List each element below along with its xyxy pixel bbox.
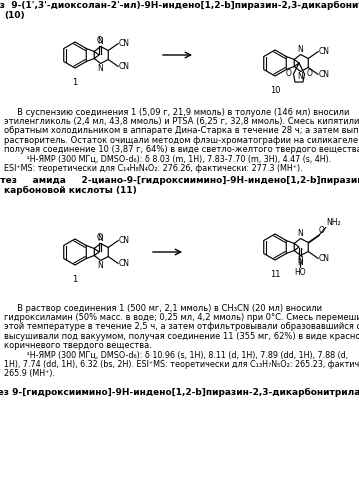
Text: N: N [298,229,303,238]
Text: CN: CN [119,39,130,48]
Text: CN: CN [319,254,330,263]
Text: O: O [97,36,103,45]
Text: N: N [98,261,103,270]
Text: N: N [298,72,303,81]
Text: Синтез     амида     2-циано-9-[гидроксиимино]-9Н-индено[1,2-b]пиразин-3-: Синтез амида 2-циано-9-[гидроксиимино]-9… [0,176,359,185]
Text: N: N [298,256,303,265]
Text: CN: CN [319,70,330,79]
Text: N: N [98,37,103,46]
Text: этиленгликоль (2,4 мл, 43,8 ммоль) и PTSA (6,25 г, 32,8 ммоль). Смесь кипятили с: этиленгликоль (2,4 мл, 43,8 ммоль) и PTS… [4,117,359,126]
Text: N: N [98,234,103,243]
Text: коричневого твердого вещества.: коричневого твердого вещества. [4,341,152,350]
Text: 10: 10 [270,86,280,95]
Text: HO: HO [294,268,306,277]
Text: получая соединение 10 (3,87 г, 64%) в виде светло-желтого твердого вещества.: получая соединение 10 (3,87 г, 64%) в ви… [4,145,359,154]
Text: 1H), 7.74 (dd, 1H), 6.32 (bs, 2H). ESI⁺MS: теоретически для C₁₃H₇N₅O₂: 265.23, ф: 1H), 7.74 (dd, 1H), 6.32 (bs, 2H). ESI⁺M… [4,360,359,369]
Text: O: O [307,70,312,78]
Text: N: N [298,45,303,54]
Text: NH₂: NH₂ [326,218,341,226]
Text: этой температуре в течение 2,5 ч, а затем отфильтровывали образовавшийся осадок : этой температуре в течение 2,5 ч, а зате… [4,322,359,332]
Text: карбоновой кислоты (11): карбоновой кислоты (11) [4,186,137,195]
Text: Синтез  9-(1',3'-диоксолан-2'-ил)-9Н-индено[1,2-b]пиразин-2,3-дикарбонитрила: Синтез 9-(1',3'-диоксолан-2'-ил)-9Н-инде… [0,1,359,10]
Text: O: O [286,70,292,78]
Text: обратным холодильником в аппарате Дина-Старка в течение 28 ч; а затем выпаривали: обратным холодильником в аппарате Дина-С… [4,126,359,136]
Text: В раствор соединения 1 (500 мг, 2,1 ммоль) в CH₃CN (20 мл) вносили: В раствор соединения 1 (500 мг, 2,1 ммол… [4,304,322,313]
Text: CN: CN [319,47,330,56]
Text: 1: 1 [73,78,78,87]
Text: O: O [97,233,103,242]
Text: N: N [297,258,303,267]
Text: 1: 1 [73,275,78,284]
Text: (10): (10) [4,11,25,20]
Text: В суспензию соединения 1 (5,09 г, 21,9 ммоль) в толуоле (146 мл) вносили: В суспензию соединения 1 (5,09 г, 21,9 м… [4,108,349,117]
Text: ¹H-ЯМР (300 МГц, DMSO-d₆): δ 10.96 (s, 1H), 8.11 (d, 1H), 7.89 (dd, 1H), 7.88 (d: ¹H-ЯМР (300 МГц, DMSO-d₆): δ 10.96 (s, 1… [14,351,348,360]
Text: CN: CN [119,236,130,245]
Text: ESI⁺MS: теоретически для C₁₄H₈N₄O₂: 276.26, фактически: 277.3 (MH⁺).: ESI⁺MS: теоретически для C₁₄H₈N₄O₂: 276.… [4,164,303,173]
Text: высушивали под вакуумом, получая соединение 11 (355 мг, 62%) в виде красно-: высушивали под вакуумом, получая соедине… [4,332,359,340]
Text: гидроксиламин (50% масс. в воде; 0,25 мл, 4,2 ммоль) при 0°С. Смесь перемешивали: гидроксиламин (50% масс. в воде; 0,25 мл… [4,313,359,322]
Text: Синтез 9-[гидроксиимино]-9Н-индено[1,2-b]пиразин-2,3-дикарбонитрила (12): Синтез 9-[гидроксиимино]-9Н-индено[1,2-b… [0,388,359,397]
Text: растворитель. Остаток очищали методом флэш-хроматографии на силикагеле (CH₂Cl₂),: растворитель. Остаток очищали методом фл… [4,136,359,144]
Text: 11: 11 [270,270,280,279]
Text: CN: CN [119,259,130,268]
Text: CN: CN [119,62,130,71]
Text: O: O [319,226,325,234]
Text: 265.9 (MH⁺).: 265.9 (MH⁺). [4,369,55,378]
Text: ¹H-ЯМР (300 МГц, DMSO-d₆): δ 8.03 (m, 1H), 7.83-7.70 (m, 3H), 4.47 (s, 4H).: ¹H-ЯМР (300 МГц, DMSO-d₆): δ 8.03 (m, 1H… [14,155,331,164]
Text: N: N [98,64,103,73]
